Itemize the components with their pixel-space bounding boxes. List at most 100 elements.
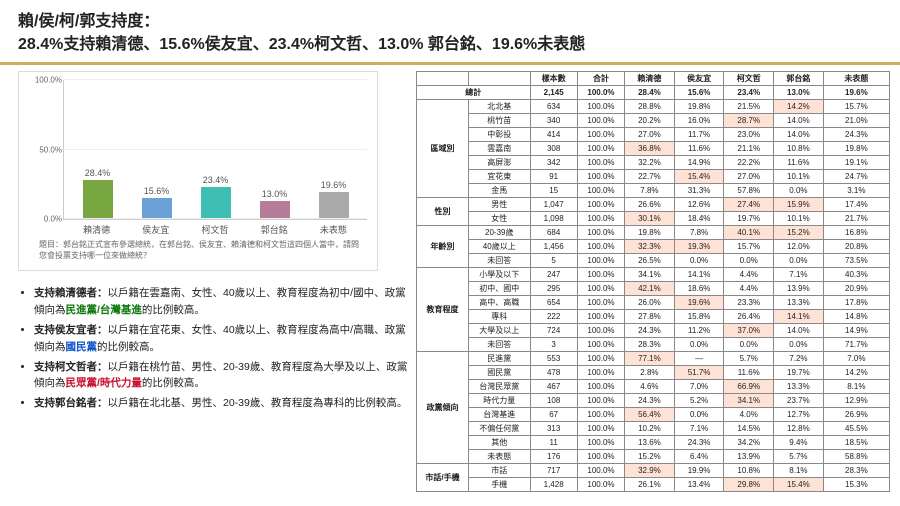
table-cell: 100.0% bbox=[577, 422, 624, 436]
table-cell: 467 bbox=[530, 380, 577, 394]
bar-col: 19.6% bbox=[304, 180, 363, 219]
table-cell: 19.7% bbox=[724, 212, 774, 226]
table-cell: 10.1% bbox=[774, 170, 824, 184]
table-header: 郭台銘 bbox=[774, 72, 824, 86]
x-label: 賴清德 bbox=[67, 223, 126, 236]
bar-value-label: 13.0% bbox=[262, 189, 288, 199]
table-cell: 28.8% bbox=[625, 100, 675, 114]
table-row: 大學及以上724100.0%24.3%11.2%37.0%14.0%14.9% bbox=[417, 324, 890, 338]
table-cell: 24.3% bbox=[625, 394, 675, 408]
table-cell: 17.8% bbox=[823, 296, 889, 310]
table-row: 中彰投414100.0%27.0%11.7%23.0%14.0%24.3% bbox=[417, 128, 890, 142]
table-cell: 100.0% bbox=[577, 212, 624, 226]
table-cell: 100.0% bbox=[577, 240, 624, 254]
gridline bbox=[64, 79, 367, 80]
table-cell: 414 bbox=[530, 128, 577, 142]
table-cell: 15.3% bbox=[823, 478, 889, 492]
table-cell: 51.7% bbox=[674, 366, 724, 380]
table-row: 台灣基進67100.0%56.4%0.0%4.0%12.7%26.9% bbox=[417, 408, 890, 422]
bar-col: 28.4% bbox=[68, 168, 127, 220]
table-cell: 26.1% bbox=[625, 478, 675, 492]
x-label: 柯文哲 bbox=[185, 223, 244, 236]
table-cell: 19.3% bbox=[674, 240, 724, 254]
bullet-highlight: 民眾黨/時代力量 bbox=[66, 377, 142, 389]
bullet-item: 支持柯文哲者：以戶籍在桃竹苗、男性、20-39歲、教育程度為大學及以上、政黨傾向… bbox=[34, 359, 408, 393]
table-cell: 295 bbox=[530, 282, 577, 296]
table-cell: 684 bbox=[530, 226, 577, 240]
table-cell: 34.2% bbox=[724, 436, 774, 450]
table-cell: 0.0% bbox=[674, 408, 724, 422]
table-cell: 7.1% bbox=[674, 422, 724, 436]
table-cell: 27.8% bbox=[625, 310, 675, 324]
table-cell: 19.1% bbox=[823, 156, 889, 170]
table-cell: 40.1% bbox=[724, 226, 774, 240]
table-cell: 4.4% bbox=[724, 268, 774, 282]
table-cell: 19.8% bbox=[625, 226, 675, 240]
table-row: 台灣民眾黨467100.0%4.6%7.0%66.9%13.3%8.1% bbox=[417, 380, 890, 394]
table-cell: 0.0% bbox=[674, 254, 724, 268]
table-cell: — bbox=[674, 352, 724, 366]
row-label: 20-39歲 bbox=[469, 226, 530, 240]
gridline bbox=[64, 149, 367, 150]
table-cell: 247 bbox=[530, 268, 577, 282]
table-cell: 15.4% bbox=[774, 478, 824, 492]
bar bbox=[83, 180, 113, 220]
table-cell: 5 bbox=[530, 254, 577, 268]
table-cell: 1,047 bbox=[530, 198, 577, 212]
bullet-item: 支持賴清德者：以戶籍在雲嘉南、女性、40歲以上、教育程度為初中/國中、政黨傾向為… bbox=[34, 285, 408, 319]
table-cell: 7.2% bbox=[774, 352, 824, 366]
row-label: 女性 bbox=[469, 212, 530, 226]
table-cell: 100.0% bbox=[577, 170, 624, 184]
table-cell: 11 bbox=[530, 436, 577, 450]
row-label: 未回答 bbox=[469, 254, 530, 268]
table-cell: 100.0% bbox=[577, 114, 624, 128]
table-cell: 553 bbox=[530, 352, 577, 366]
table-cell: 13.9% bbox=[724, 450, 774, 464]
table-cell: 58.8% bbox=[823, 450, 889, 464]
table-cell: 100.0% bbox=[577, 380, 624, 394]
title-line-1: 賴/侯/柯/郭支持度： bbox=[18, 10, 882, 33]
analysis-bullets: 支持賴清德者：以戶籍在雲嘉南、女性、40歲以上、教育程度為初中/國中、政黨傾向為… bbox=[18, 285, 408, 412]
table-cell: 31.3% bbox=[674, 184, 724, 198]
table-cell: 100.0% bbox=[577, 310, 624, 324]
table-header bbox=[417, 72, 469, 86]
table-cell: 100.0% bbox=[577, 226, 624, 240]
table-cell: 24.7% bbox=[823, 170, 889, 184]
row-label: 桃竹苗 bbox=[469, 114, 530, 128]
table-cell: 11.2% bbox=[674, 324, 724, 338]
row-label: 高屏澎 bbox=[469, 156, 530, 170]
table-cell: 23.3% bbox=[724, 296, 774, 310]
table-row: 手機1,428100.0%26.1%13.4%29.8%15.4%15.3% bbox=[417, 478, 890, 492]
table-cell: 654 bbox=[530, 296, 577, 310]
row-label: 大學及以上 bbox=[469, 324, 530, 338]
table-cell: 100.0% bbox=[577, 100, 624, 114]
table-header: 樣本數 bbox=[530, 72, 577, 86]
caption-body: 郭台銘正式宣布參選總統，在郭台銘、侯友宜、賴清德和柯文哲這四個人當中，請問您會投… bbox=[39, 240, 359, 259]
table-row: 市話/手機市話717100.0%32.9%19.9%10.8%8.1%28.3% bbox=[417, 464, 890, 478]
bullet-item: 支持侯友宜者：以戶籍在宜花東、女性、40歲以上、教育程度為高中/高職、政黨傾向為… bbox=[34, 322, 408, 356]
table-cell: 176 bbox=[530, 450, 577, 464]
group-label: 教育程度 bbox=[417, 268, 469, 352]
bullet-lead: 支持柯文哲者： bbox=[34, 361, 108, 373]
table-cell: 100.0% bbox=[577, 156, 624, 170]
row-label: 手機 bbox=[469, 478, 530, 492]
table-cell: 7.1% bbox=[774, 268, 824, 282]
row-label: 台灣民眾黨 bbox=[469, 380, 530, 394]
table-cell: 12.0% bbox=[774, 240, 824, 254]
group-label: 性別 bbox=[417, 198, 469, 226]
bar-col: 23.4% bbox=[186, 175, 245, 220]
table-cell: 27.0% bbox=[724, 170, 774, 184]
table-cell: 56.4% bbox=[625, 408, 675, 422]
bar-value-label: 23.4% bbox=[203, 175, 229, 185]
table-cell: 313 bbox=[530, 422, 577, 436]
table-cell: 32.2% bbox=[625, 156, 675, 170]
table-cell: 13.9% bbox=[774, 282, 824, 296]
table-cell: 28.3% bbox=[823, 464, 889, 478]
table-cell: 100.0% bbox=[577, 464, 624, 478]
bar bbox=[142, 198, 172, 220]
table-cell: 15.2% bbox=[625, 450, 675, 464]
chart-caption: 題目：郭台銘正式宣布參選總統，在郭台銘、侯友宜、賴清德和柯文哲這四個人當中，請問… bbox=[29, 240, 367, 261]
bar bbox=[201, 187, 231, 220]
bullet-lead: 支持侯友宜者： bbox=[34, 324, 108, 336]
table-cell: 13.3% bbox=[774, 380, 824, 394]
